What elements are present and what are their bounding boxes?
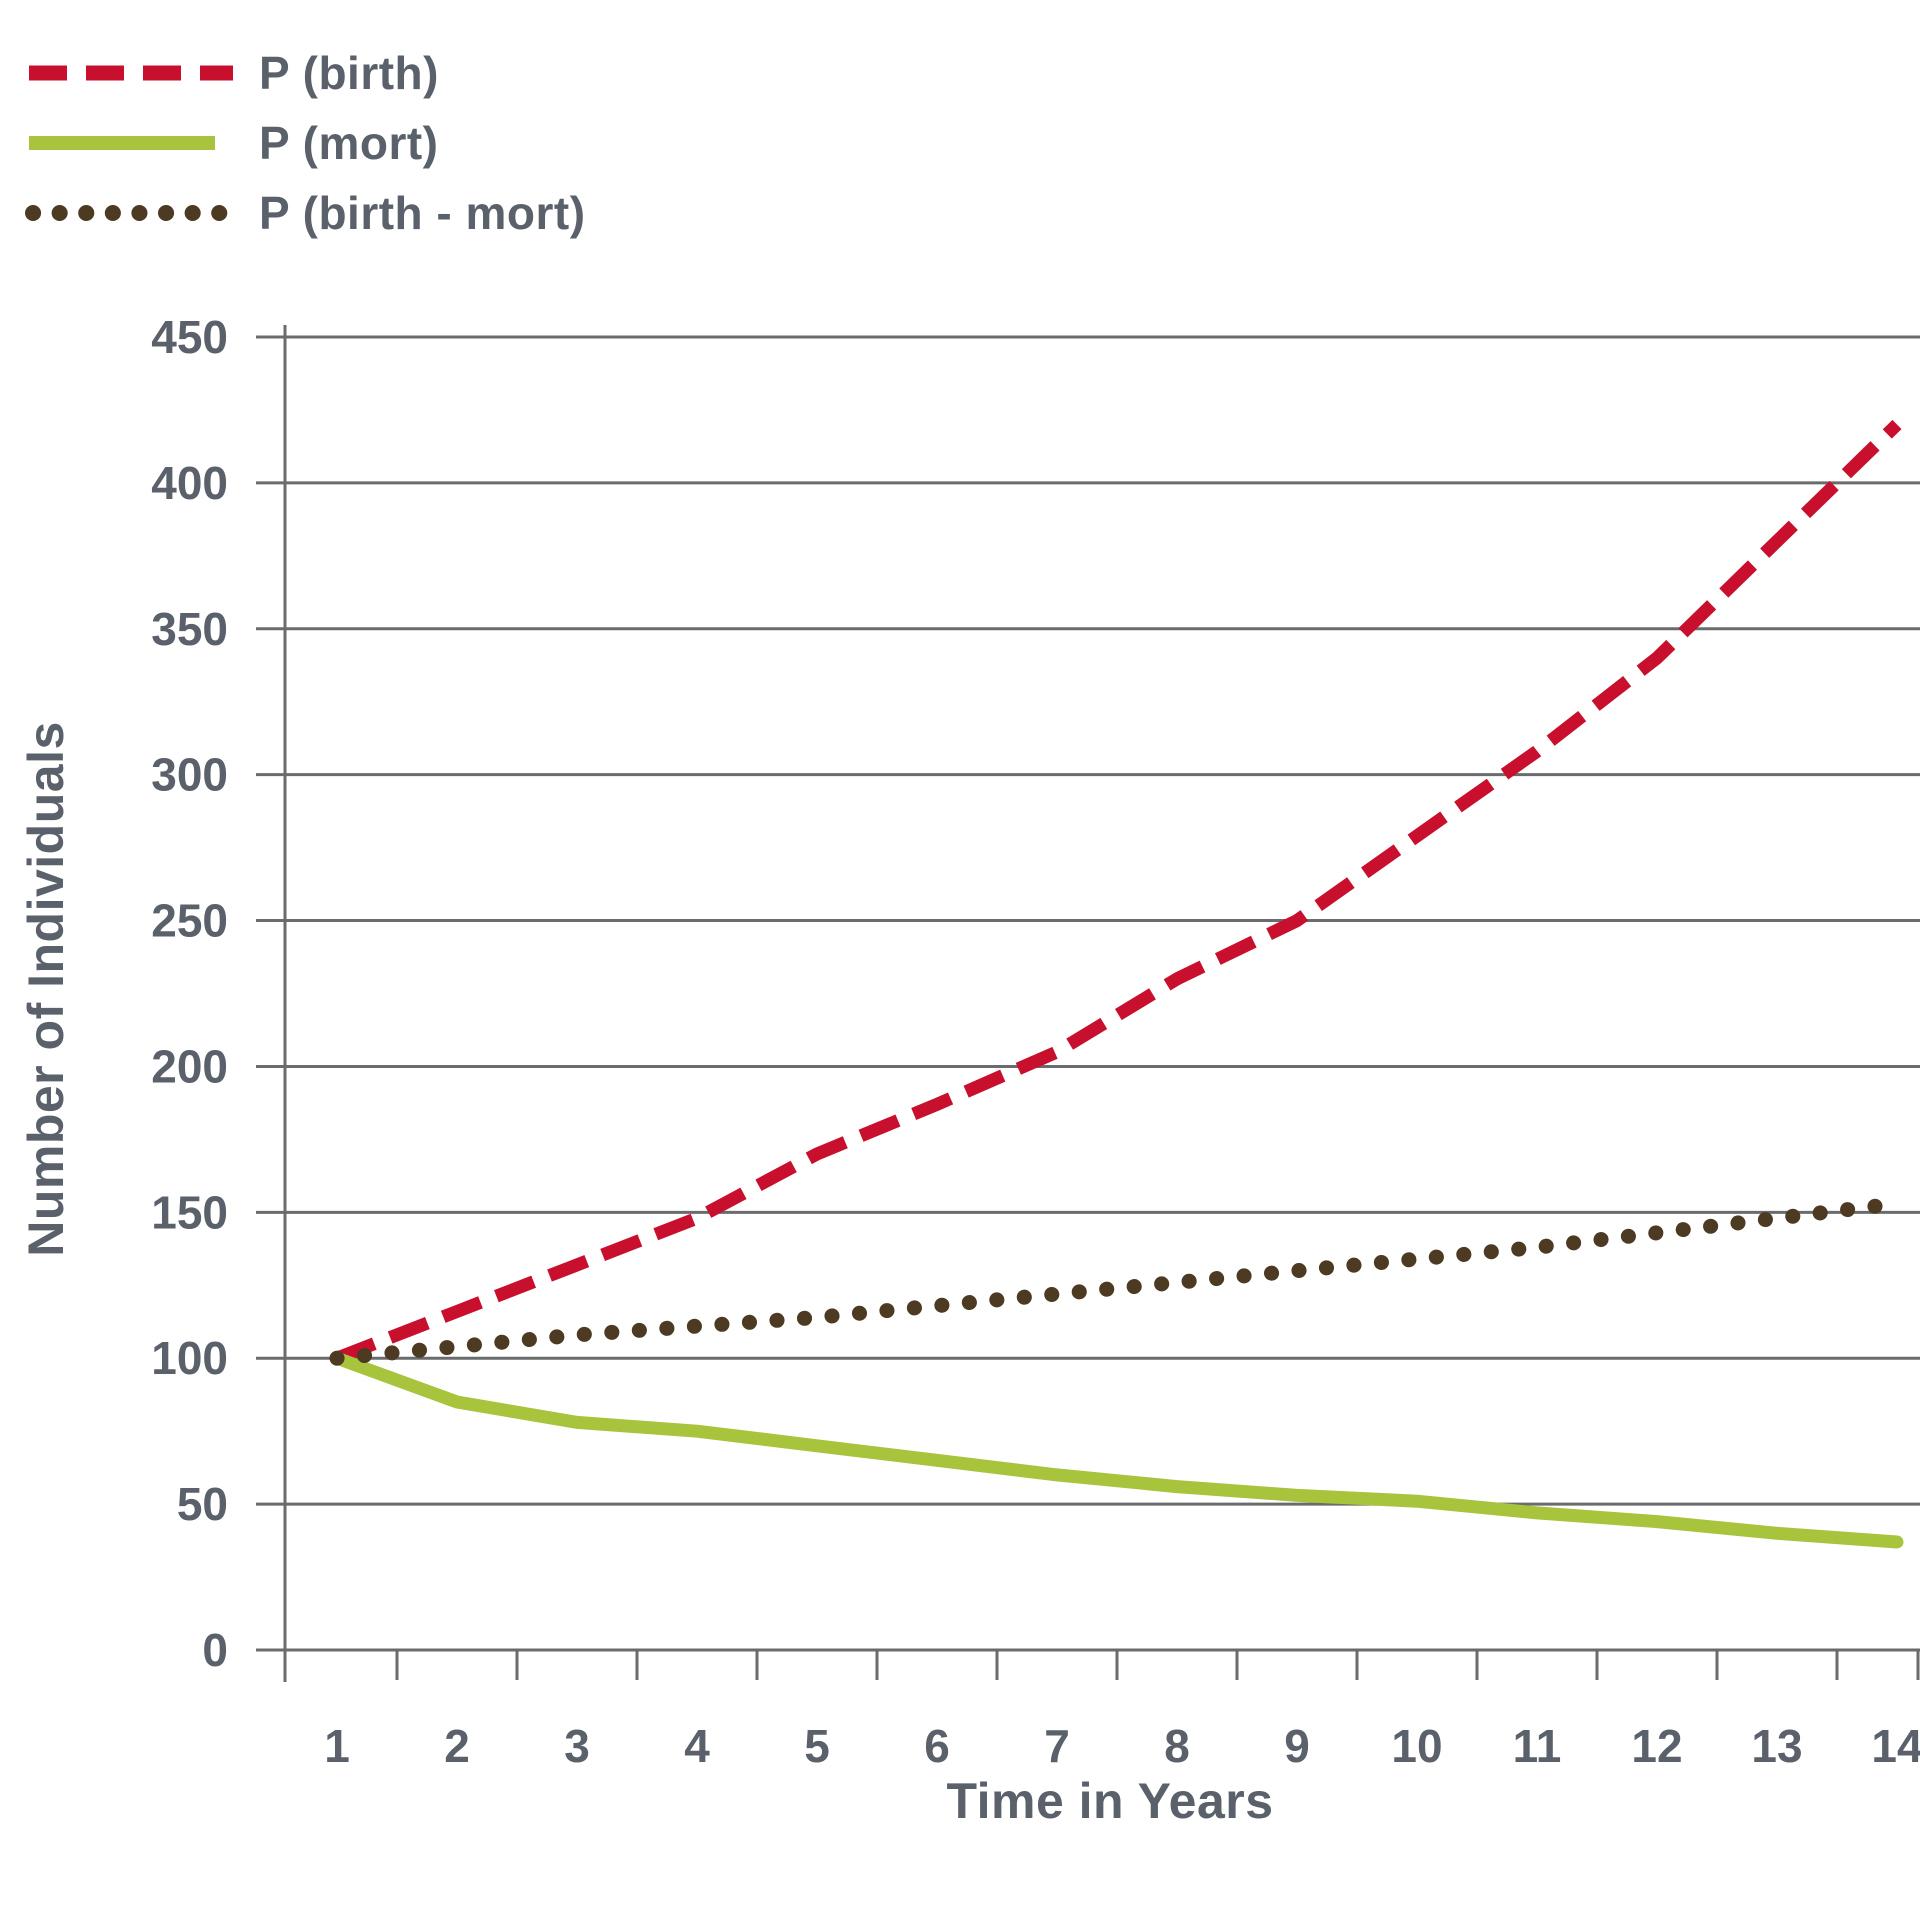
x-tick-label-1: 1 xyxy=(324,1720,350,1772)
series-line-p-mort xyxy=(330,1351,1904,1549)
y-tick-label-450: 450 xyxy=(151,311,228,363)
x-axis-title: Time in Years xyxy=(946,1773,1274,1829)
y-tick-label-200: 200 xyxy=(151,1040,228,1092)
legend-item-birth-minus-mort: P (birth - mort) xyxy=(25,178,586,248)
y-tick-label-400: 400 xyxy=(151,457,228,509)
x-tick-label-7: 7 xyxy=(1044,1720,1070,1772)
x-tick-label-6: 6 xyxy=(924,1720,950,1772)
y-tick-label-0: 0 xyxy=(202,1624,228,1676)
x-tick-label-12: 12 xyxy=(1631,1720,1682,1772)
chart-legend: P (birth) P (mort) P (birth - mort) xyxy=(25,38,586,248)
x-tick-label-3: 3 xyxy=(564,1720,590,1772)
x-tick-label-14: 14 xyxy=(1871,1720,1920,1772)
x-tick-label-10: 10 xyxy=(1391,1720,1442,1772)
y-tick-label-300: 300 xyxy=(151,749,228,801)
x-tick-label-5: 5 xyxy=(804,1720,830,1772)
y-tick-label-150: 150 xyxy=(151,1186,228,1238)
x-tick-label-13: 13 xyxy=(1751,1720,1802,1772)
legend-item-mort: P (mort) xyxy=(25,108,586,178)
legend-label-mort: P (mort) xyxy=(259,117,439,169)
y-tick-label-100: 100 xyxy=(151,1332,228,1384)
legend-label-birth-minus-mort: P (birth - mort) xyxy=(259,187,586,239)
x-tick-label-9: 9 xyxy=(1284,1720,1310,1772)
legend-label-birth: P (birth) xyxy=(259,47,439,99)
x-tick-label-11: 11 xyxy=(1513,1720,1562,1772)
y-tick-label-250: 250 xyxy=(151,895,228,947)
x-tick-label-4: 4 xyxy=(684,1720,710,1772)
series-line-p-birth xyxy=(334,419,1902,1365)
legend-item-birth: P (birth) xyxy=(25,38,586,108)
x-tick-label-2: 2 xyxy=(444,1720,470,1772)
y-axis-title: Number of Individuals xyxy=(18,721,74,1257)
y-tick-label-350: 350 xyxy=(151,603,228,655)
x-tick-label-8: 8 xyxy=(1164,1720,1190,1772)
y-tick-label-50: 50 xyxy=(177,1478,228,1530)
series-line-p-birth-mort xyxy=(329,1196,1905,1366)
